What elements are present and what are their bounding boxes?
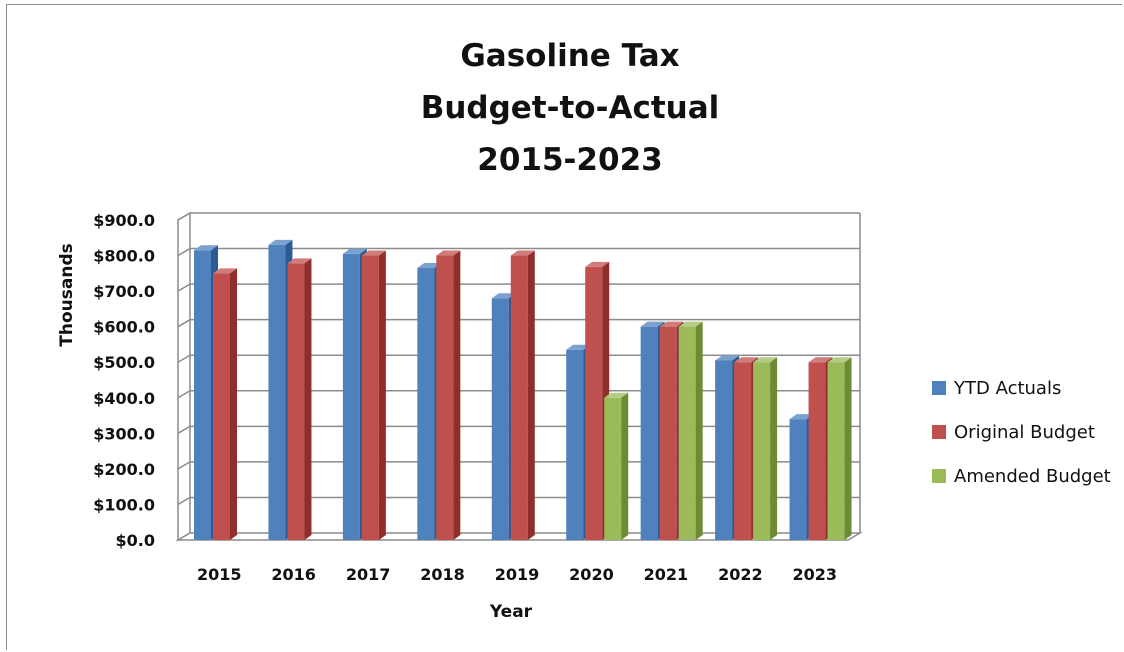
y-tick-label: $500.0 [93, 353, 155, 372]
bar-front [362, 256, 379, 540]
legend-label: YTD Actuals [954, 378, 1061, 399]
bar-front [828, 362, 845, 540]
bar [436, 251, 460, 540]
x-tick-label: 2015 [197, 565, 242, 584]
x-tick-label: 2017 [346, 565, 391, 584]
bar-front [715, 360, 732, 540]
bar-front [604, 398, 621, 540]
legend-label: Amended Budget [954, 466, 1111, 487]
bar-front [660, 327, 677, 540]
x-axis-ticks: 2015 2016 2017 2018 2019 2020 2021 2022 2023 [197, 565, 837, 584]
legend: YTD Actuals Original Budget Amended Budget [932, 366, 1111, 498]
bar-front [287, 263, 304, 540]
legend-swatch [932, 381, 946, 395]
bar [679, 322, 703, 540]
y-tick-label: $800.0 [93, 247, 155, 266]
bar-front [417, 268, 434, 540]
y-tick-label: $100.0 [93, 495, 155, 514]
bar-front [641, 327, 658, 540]
bar-side [304, 258, 311, 540]
bar-side [845, 357, 852, 540]
legend-item: Amended Budget [932, 454, 1111, 498]
bar-front [343, 254, 360, 540]
y-tick-label: $200.0 [93, 460, 155, 479]
bar-front [566, 350, 583, 540]
bar-front [436, 256, 453, 540]
y-axis-label: Thousands [57, 243, 77, 346]
bar-front [734, 362, 751, 540]
y-tick-label: $300.0 [93, 424, 155, 443]
x-tick-label: 2018 [420, 565, 465, 584]
bar [511, 251, 535, 540]
bar [287, 258, 311, 540]
legend-label: Original Budget [954, 422, 1095, 443]
bar-side [230, 268, 237, 540]
x-tick-label: 2022 [718, 565, 763, 584]
bar [753, 357, 777, 540]
x-tick-label: 2019 [495, 565, 540, 584]
x-tick-label: 2021 [644, 565, 689, 584]
bar-front [268, 245, 285, 540]
bar [828, 357, 852, 540]
bar-side [379, 251, 386, 540]
x-tick-label: 2016 [271, 565, 316, 584]
bar [604, 393, 628, 540]
bar-front [679, 327, 696, 540]
bar [213, 268, 237, 540]
bar-front [809, 362, 826, 540]
legend-item: YTD Actuals [932, 366, 1111, 410]
x-tick-label: 2023 [793, 565, 838, 584]
bar-front [492, 298, 509, 540]
bar-front [790, 419, 807, 540]
y-tick-label: $0.0 [116, 531, 155, 550]
y-tick-label: $900.0 [93, 211, 155, 230]
y-tick-label: $400.0 [93, 389, 155, 408]
legend-item: Original Budget [932, 410, 1111, 454]
bar-side [770, 357, 777, 540]
bar-side [528, 251, 535, 540]
bar-front [753, 362, 770, 540]
y-tick-label: $700.0 [93, 282, 155, 301]
side-wall [178, 213, 190, 540]
x-axis-label: Year [489, 602, 533, 622]
bar-side [453, 251, 460, 540]
bar-front [194, 250, 211, 540]
bar [362, 251, 386, 540]
y-axis-ticks: $0.0 $100.0 $200.0 $300.0 $400.0 $500.0 $600.0… [93, 211, 155, 550]
bar-side [696, 322, 703, 540]
bar-front [511, 256, 528, 540]
legend-swatch [932, 425, 946, 439]
bar-front [213, 273, 230, 540]
bar-front [585, 267, 602, 540]
y-tick-label: $600.0 [93, 318, 155, 337]
bar-side [621, 393, 628, 540]
legend-swatch [932, 469, 946, 483]
x-tick-label: 2020 [569, 565, 614, 584]
